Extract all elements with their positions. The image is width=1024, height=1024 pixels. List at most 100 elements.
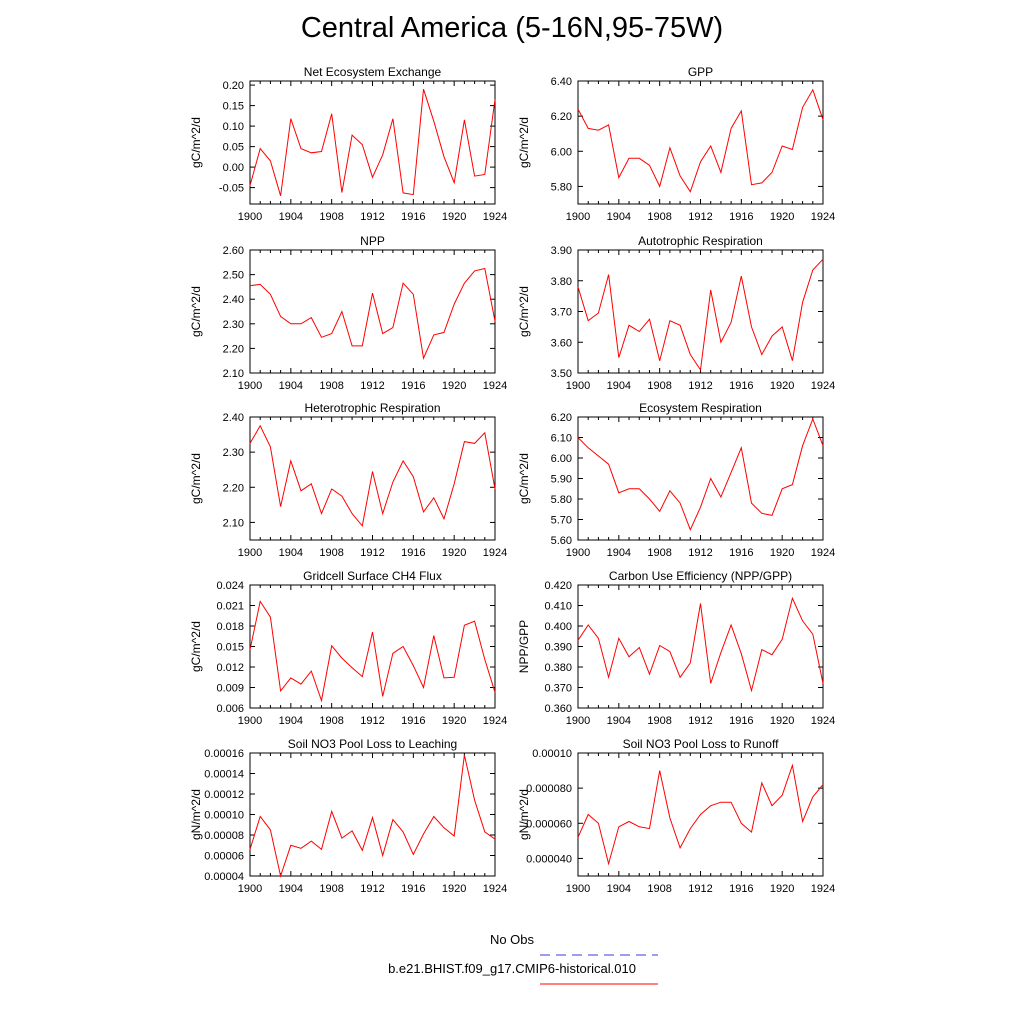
panel-title: Soil NO3 Pool Loss to Leaching (288, 737, 457, 751)
x-tick-label: 1924 (483, 211, 507, 223)
x-tick-label: 1920 (442, 547, 466, 559)
figure-title: Central America (5-16N,95-75W) (300, 12, 724, 44)
x-tick-label: 1900 (566, 883, 590, 895)
x-tick-label: 1916 (401, 211, 425, 223)
x-tick-label: 1900 (566, 380, 590, 392)
y-tick-label: 0.400 (544, 621, 572, 633)
panel-7: Gridcell Surface CH4 Flux gC/m^2/d 1900 190… (189, 569, 507, 727)
series-line (577, 88, 824, 193)
x-tick-label: 1916 (729, 380, 753, 392)
x-tick-label: 1916 (729, 715, 753, 727)
plot-frame (249, 249, 496, 374)
x-tick-label: 1912 (360, 211, 384, 223)
x-tick-label: 1912 (688, 380, 712, 392)
x-tick-label: 1916 (401, 547, 425, 559)
x-tick-label: 1916 (729, 211, 753, 223)
y-tick-label: 0.00016 (204, 748, 244, 760)
x-tick-label: 1916 (401, 380, 425, 392)
x-tick-label: 1900 (238, 380, 262, 392)
x-tick-label: 1912 (360, 883, 384, 895)
y-tick-label: 0.410 (544, 601, 572, 613)
series-line (577, 258, 824, 372)
x-tick-label: 1904 (279, 547, 303, 559)
y-axis-label: gN/m^2/d (189, 789, 203, 840)
y-tick-label: 0.360 (544, 703, 572, 715)
y-tick-label: 0.00010 (532, 748, 572, 760)
panel-1: Net Ecosystem Exchange gC/m^2/d 1900 1904 19… (189, 65, 507, 223)
series-line (249, 424, 496, 528)
x-tick-label: 1924 (483, 547, 507, 559)
x-tick-label: 1904 (279, 883, 303, 895)
series-line (249, 600, 496, 703)
x-tick-label: 1904 (607, 547, 631, 559)
y-axis-label: NPP/GPP (517, 620, 531, 673)
x-tick-label: 1908 (647, 715, 671, 727)
y-tick-label: 2.30 (223, 447, 244, 459)
x-tick-label: 1900 (238, 547, 262, 559)
y-tick-label: -0.05 (219, 183, 244, 195)
panel-title: Heterotrophic Respiration (304, 401, 440, 415)
x-tick-label: 1916 (401, 883, 425, 895)
x-tick-label: 1924 (811, 380, 835, 392)
panel-4: Autotrophic Respiration gC/m^2/d 1900 1904 1… (517, 234, 835, 392)
x-tick-label: 1916 (729, 547, 753, 559)
panel-title: Ecosystem Respiration (639, 401, 762, 415)
panel-5: Heterotrophic Respiration gC/m^2/d 1900 190… (189, 401, 507, 559)
panel-title: Carbon Use Efficiency (NPP/GPP) (609, 569, 792, 583)
y-axis-label: gC/m^2/d (189, 286, 203, 337)
x-tick-label: 1908 (319, 211, 343, 223)
x-tick-label: 1920 (442, 715, 466, 727)
y-tick-label: 0.000040 (526, 853, 572, 865)
y-axis-label: gC/m^2/d (517, 286, 531, 337)
x-tick-label: 1908 (319, 547, 343, 559)
panel-6: Ecosystem Respiration gC/m^2/d 1900 1904 190… (517, 401, 835, 559)
x-tick-label: 1904 (607, 211, 631, 223)
y-axis-label: gC/m^2/d (189, 117, 203, 168)
x-tick-label: 1916 (401, 715, 425, 727)
y-tick-label: 0.009 (216, 683, 244, 695)
y-tick-label: 0.420 (544, 580, 572, 592)
panel-8: Carbon Use Efficiency (NPP/GPP) NPP/GPP 19… (517, 569, 835, 727)
x-tick-label: 1904 (279, 715, 303, 727)
y-tick-label: 6.20 (551, 412, 572, 424)
y-tick-label: 3.70 (551, 307, 572, 319)
x-tick-label: 1900 (566, 211, 590, 223)
x-tick-label: 1912 (688, 883, 712, 895)
y-tick-label: 0.370 (544, 683, 572, 695)
x-tick-label: 1924 (483, 883, 507, 895)
y-tick-label: 2.40 (223, 294, 244, 306)
x-tick-label: 1904 (279, 380, 303, 392)
series-line (249, 89, 496, 196)
y-tick-label: 0.00008 (204, 830, 244, 842)
y-tick-label: 3.60 (551, 337, 572, 349)
x-tick-label: 1920 (770, 883, 794, 895)
y-tick-label: 0.20 (223, 80, 244, 92)
x-tick-label: 1924 (811, 715, 835, 727)
x-tick-label: 1908 (647, 380, 671, 392)
panel-9: Soil NO3 Pool Loss to Leaching gN/m^2/d 19… (189, 737, 507, 895)
x-tick-label: 1924 (811, 211, 835, 223)
y-tick-label: 6.20 (551, 111, 572, 123)
y-tick-label: 2.60 (223, 245, 244, 257)
x-tick-label: 1904 (607, 715, 631, 727)
y-tick-label: 0.00 (223, 162, 244, 174)
x-tick-label: 1924 (811, 883, 835, 895)
y-tick-label: 5.60 (551, 535, 572, 547)
x-tick-label: 1908 (647, 547, 671, 559)
x-tick-label: 1908 (319, 715, 343, 727)
panel-title: GPP (688, 65, 713, 79)
y-tick-label: 6.40 (551, 76, 572, 88)
y-tick-label: 5.70 (551, 515, 572, 527)
y-tick-label: 0.390 (544, 642, 572, 654)
y-tick-label: 0.15 (223, 101, 244, 113)
panel-title: Gridcell Surface CH4 Flux (303, 569, 442, 583)
y-axis-label: gC/m^2/d (189, 453, 203, 504)
series-line (249, 267, 496, 360)
series-line (577, 763, 824, 866)
x-tick-label: 1920 (770, 211, 794, 223)
x-tick-label: 1912 (360, 547, 384, 559)
x-tick-label: 1920 (442, 883, 466, 895)
y-tick-label: 2.50 (223, 270, 244, 282)
x-tick-label: 1900 (238, 883, 262, 895)
